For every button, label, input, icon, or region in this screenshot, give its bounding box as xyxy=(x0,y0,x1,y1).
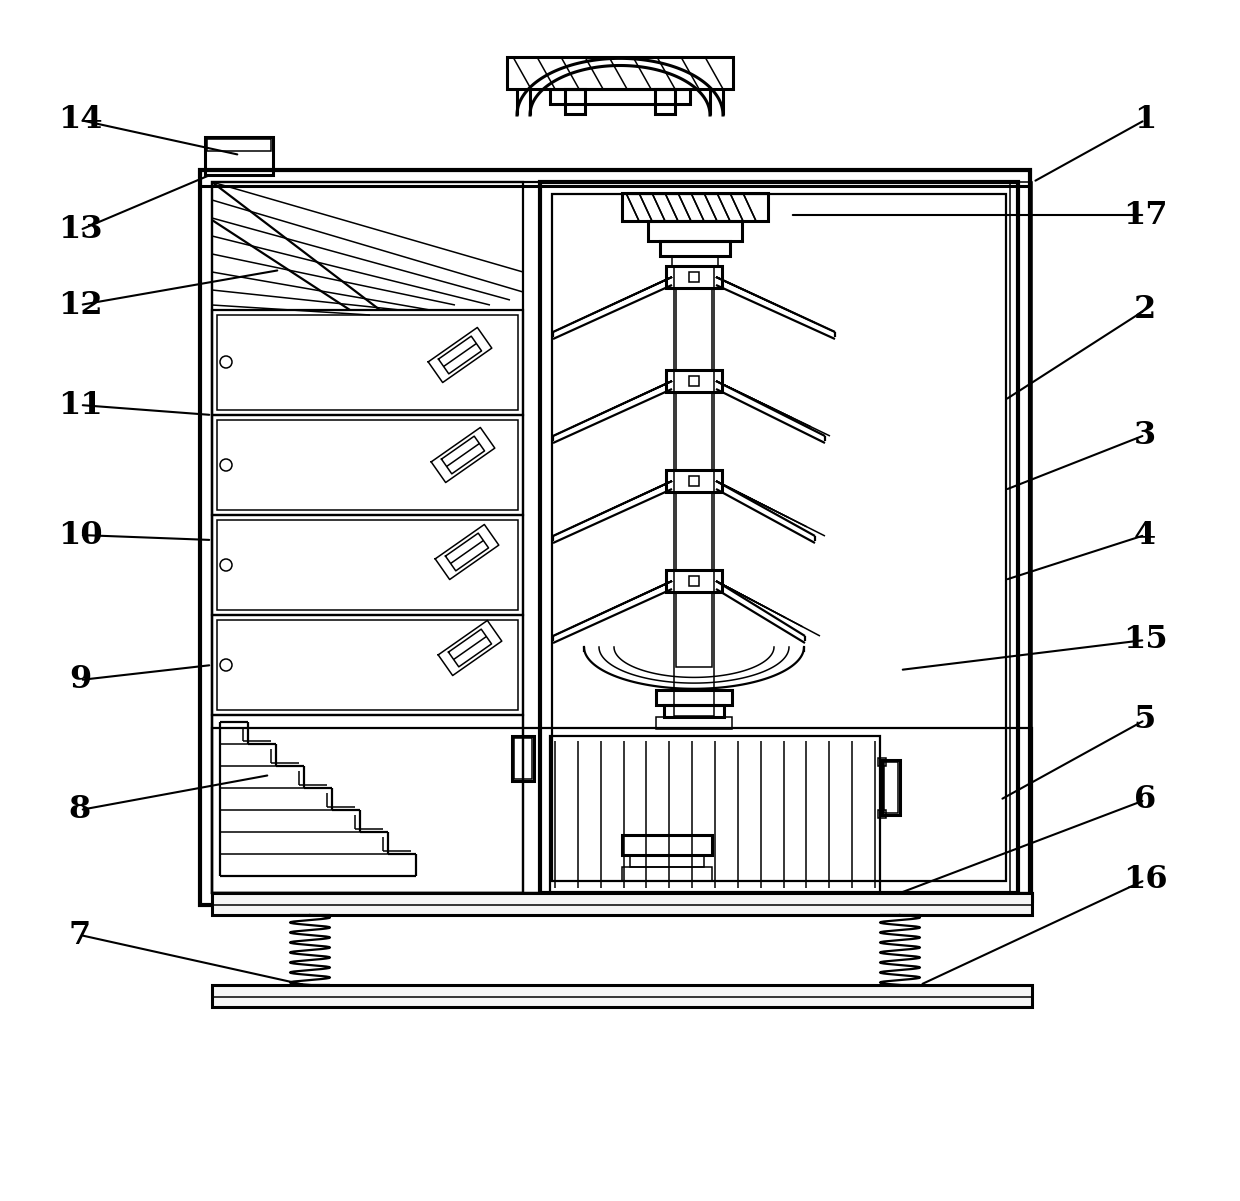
Bar xyxy=(205,137,273,175)
Bar xyxy=(622,867,712,882)
Bar xyxy=(539,183,1018,894)
Text: 8: 8 xyxy=(69,795,91,825)
Text: 13: 13 xyxy=(58,215,102,245)
Bar xyxy=(515,737,532,779)
Bar xyxy=(656,691,732,705)
Bar xyxy=(672,256,718,265)
Text: 12: 12 xyxy=(58,289,103,321)
Bar xyxy=(212,183,523,894)
Bar xyxy=(212,894,1032,915)
Text: 14: 14 xyxy=(58,104,103,136)
Bar xyxy=(200,171,1030,906)
Bar xyxy=(217,620,518,710)
Bar xyxy=(552,195,1006,882)
Bar xyxy=(212,715,523,894)
Text: 9: 9 xyxy=(69,664,91,695)
Text: 6: 6 xyxy=(1133,784,1156,815)
Text: 11: 11 xyxy=(57,389,103,420)
Bar xyxy=(660,241,730,256)
Bar xyxy=(212,728,1032,894)
Bar xyxy=(622,835,712,855)
Text: 2: 2 xyxy=(1133,294,1156,325)
Bar xyxy=(689,271,699,282)
Text: 10: 10 xyxy=(58,520,103,550)
Bar xyxy=(217,315,518,410)
Text: 15: 15 xyxy=(1122,625,1167,656)
Bar xyxy=(676,492,712,570)
Bar xyxy=(878,809,887,818)
Bar xyxy=(666,470,722,492)
Bar xyxy=(207,139,272,151)
Bar xyxy=(565,89,585,114)
Bar xyxy=(676,592,712,667)
Bar xyxy=(212,615,523,715)
Bar xyxy=(551,736,880,894)
Bar xyxy=(1011,183,1032,894)
Bar xyxy=(649,221,742,241)
Bar xyxy=(512,736,534,781)
Bar xyxy=(689,476,699,486)
Bar xyxy=(212,985,1032,1006)
Bar xyxy=(212,416,523,515)
Bar xyxy=(656,717,732,729)
Bar xyxy=(622,193,768,221)
Bar xyxy=(663,705,724,717)
Text: 4: 4 xyxy=(1133,520,1156,550)
Text: 17: 17 xyxy=(1122,199,1167,231)
Bar xyxy=(689,576,699,586)
Bar xyxy=(217,520,518,610)
Text: 1: 1 xyxy=(1133,104,1156,136)
Bar xyxy=(666,570,722,592)
Bar xyxy=(212,310,523,416)
Bar xyxy=(212,894,1032,906)
Bar xyxy=(212,515,523,615)
Text: 3: 3 xyxy=(1133,419,1156,450)
Text: 5: 5 xyxy=(1133,705,1156,735)
Bar xyxy=(630,855,704,867)
Text: 16: 16 xyxy=(1122,865,1167,896)
Bar xyxy=(200,171,1030,186)
Bar xyxy=(878,758,887,766)
Bar xyxy=(507,56,733,89)
Bar xyxy=(655,89,675,114)
Bar xyxy=(882,760,900,815)
Bar xyxy=(212,894,1032,901)
Bar xyxy=(676,288,712,370)
Text: 7: 7 xyxy=(69,920,91,950)
Bar xyxy=(212,183,1018,894)
Bar xyxy=(884,761,898,813)
Bar xyxy=(551,89,689,104)
Bar xyxy=(666,265,722,288)
Bar xyxy=(689,376,699,386)
Bar xyxy=(217,420,518,510)
Bar xyxy=(666,370,722,392)
Bar xyxy=(676,392,712,470)
Bar xyxy=(675,265,714,716)
